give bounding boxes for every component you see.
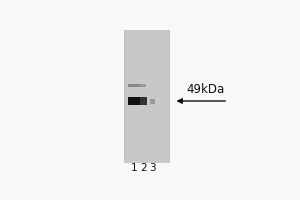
Bar [128,84,140,87]
Bar [140,97,146,105]
Text: 2: 2 [140,163,147,173]
Bar [125,30,169,163]
Text: 1: 1 [131,163,137,173]
Bar [128,97,140,105]
Text: 49kDa: 49kDa [186,83,224,96]
Bar [124,30,170,163]
Bar [140,84,146,87]
Bar [150,99,155,104]
Text: 3: 3 [149,163,156,173]
